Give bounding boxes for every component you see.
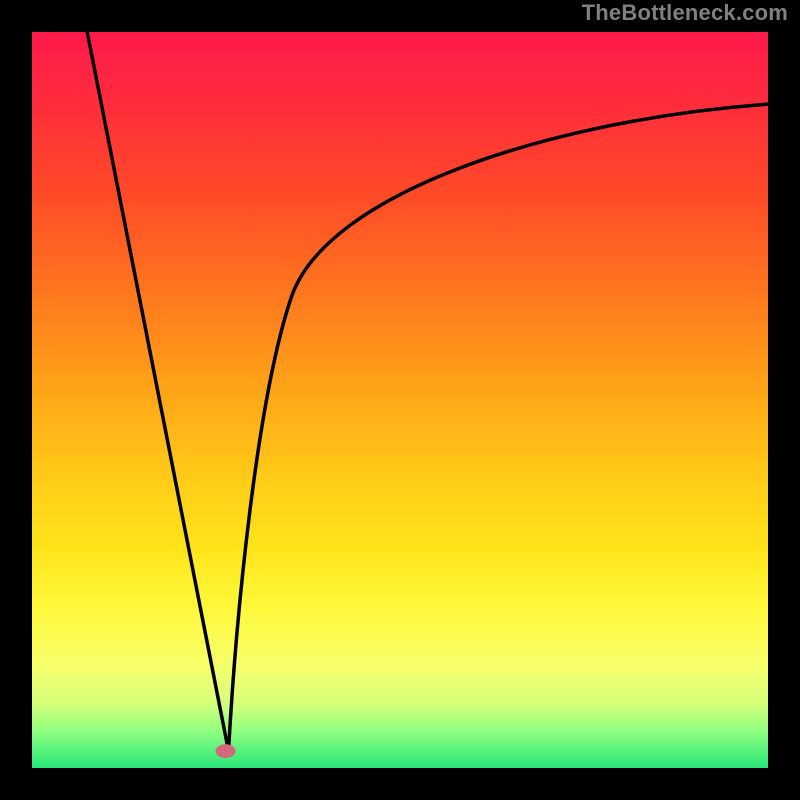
chart-svg xyxy=(0,0,800,800)
plot-background xyxy=(32,32,768,768)
watermark-text: TheBottleneck.com xyxy=(582,0,788,26)
minimum-marker xyxy=(216,744,236,758)
plot-group xyxy=(32,32,768,768)
chart-stage: TheBottleneck.com xyxy=(0,0,800,800)
